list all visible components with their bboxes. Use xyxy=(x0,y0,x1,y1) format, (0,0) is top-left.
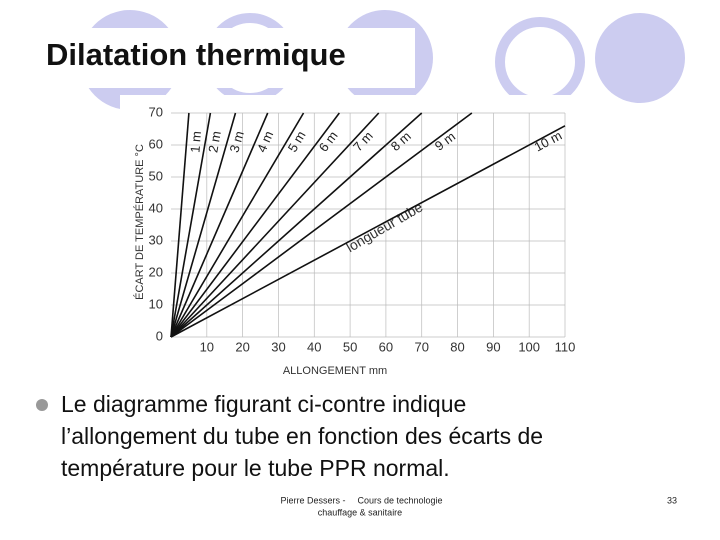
series-line xyxy=(170,112,212,338)
series-line xyxy=(170,112,423,338)
x-tick-label: 10 xyxy=(200,339,214,354)
slide-title: Dilatation thermique xyxy=(46,37,346,72)
x-axis-label: ALLONGEMENT mm xyxy=(283,365,387,377)
y-tick-label: 20 xyxy=(149,264,163,279)
y-tick-label: 40 xyxy=(149,200,163,215)
line-label: 2 m xyxy=(205,130,224,154)
x-tick-label: 80 xyxy=(450,339,464,354)
series-line xyxy=(170,112,473,338)
x-tick-label: 50 xyxy=(343,339,357,354)
y-tick-label: 30 xyxy=(149,232,163,247)
footer-course: Cours de technologie xyxy=(357,495,442,505)
series-line xyxy=(170,112,305,338)
x-tick-label: 20 xyxy=(235,339,249,354)
y-axis-label: ÉCART DE TEMPÉRATURE °C xyxy=(133,144,146,300)
bullet-dot xyxy=(36,399,48,411)
bullet-text: température pour le tube PPR normal. xyxy=(61,455,450,481)
footer-author: Pierre Dessers - xyxy=(280,495,345,505)
series-line xyxy=(170,112,340,338)
x-tick-label: 110 xyxy=(555,339,576,354)
x-tick-label: 30 xyxy=(271,339,285,354)
series-line xyxy=(170,112,190,338)
x-tick-label: 90 xyxy=(486,339,500,354)
footer-course: chauffage & sanitaire xyxy=(318,507,402,517)
y-tick-label: 10 xyxy=(149,296,163,311)
x-tick-label: 60 xyxy=(379,339,393,354)
x-tick-label: 70 xyxy=(414,339,428,354)
series-line xyxy=(170,112,380,338)
line-label: 1 m xyxy=(187,131,204,154)
page-number: 33 xyxy=(667,495,677,505)
line-label: 3 m xyxy=(226,129,246,154)
x-tick-label: 100 xyxy=(518,339,540,354)
y-tick-label: 60 xyxy=(149,136,163,151)
x-tick-label: 40 xyxy=(307,339,321,354)
series-line xyxy=(170,125,566,338)
y-tick-label: 0 xyxy=(156,328,163,343)
bullet-text: Le diagramme figurant ci-contre indique xyxy=(61,391,466,417)
series-line xyxy=(170,112,269,338)
bullet-text: l’allongement du tube en fonction des éc… xyxy=(61,423,543,449)
y-tick-label: 70 xyxy=(149,104,163,119)
series-line xyxy=(170,112,237,338)
y-tick-label: 50 xyxy=(149,168,163,183)
